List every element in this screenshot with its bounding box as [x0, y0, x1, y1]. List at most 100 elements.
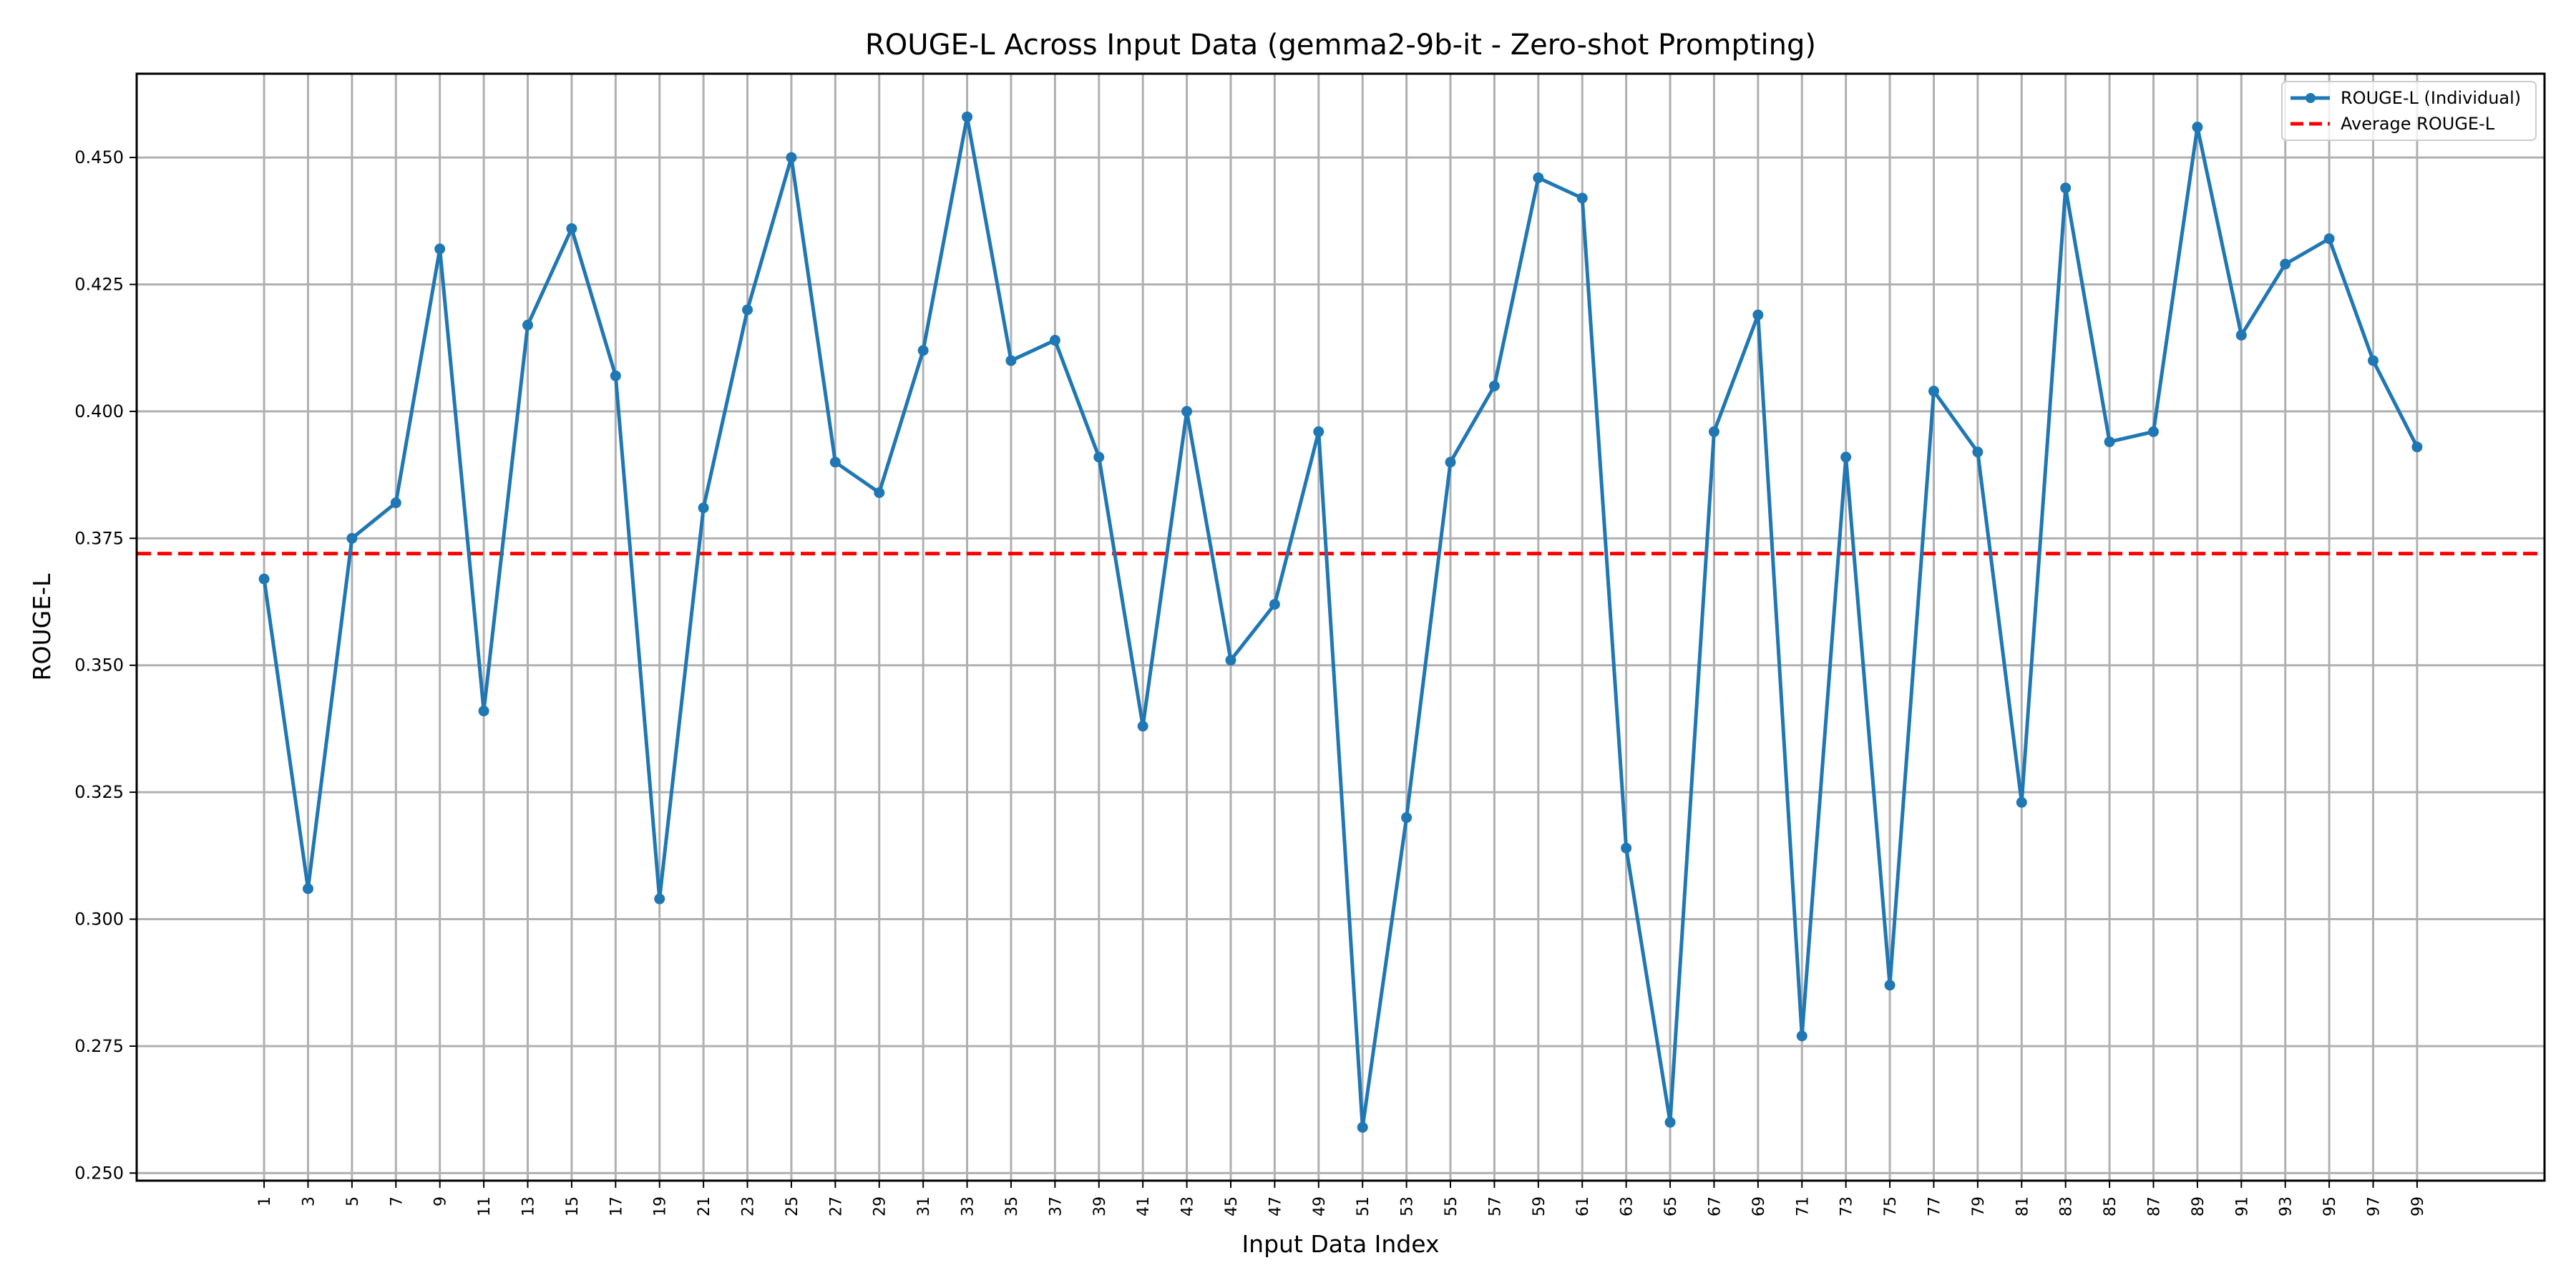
data-point: [390, 497, 401, 509]
x-tick-label: 91: [2233, 1196, 2251, 1216]
data-point: [1313, 426, 1324, 437]
x-tick-label: 1: [256, 1196, 274, 1206]
x-tick-label: 89: [2190, 1196, 2207, 1216]
y-tick-label: 0.350: [74, 655, 124, 675]
x-tick-label: 99: [2409, 1196, 2427, 1216]
data-point: [2368, 355, 2379, 366]
x-tick-label: 21: [696, 1196, 713, 1216]
data-point: [1269, 599, 1280, 610]
y-axis-ticks: 0.250 0.275 0.300 0.325 0.350 0.375 0.400 0.425…: [74, 147, 137, 1183]
x-tick-label: 19: [652, 1196, 670, 1216]
x-tick-label: 67: [1706, 1196, 1724, 1216]
y-tick-label: 0.450: [74, 147, 124, 167]
x-tick-label: 83: [2058, 1196, 2076, 1216]
data-point: [1533, 172, 1544, 183]
x-tick-label: 79: [1970, 1196, 1988, 1216]
x-tick-label: 95: [2321, 1196, 2339, 1216]
x-tick-label: 9: [432, 1196, 450, 1206]
data-point: [258, 573, 270, 585]
data-point: [654, 893, 665, 904]
x-tick-label: 97: [2366, 1196, 2384, 1216]
data-point: [1928, 386, 1939, 397]
data-point: [1840, 452, 1852, 463]
x-tick-label: 43: [1179, 1196, 1197, 1216]
x-tick-label: 37: [1047, 1196, 1065, 1216]
data-point: [1488, 380, 1500, 391]
data-point: [1093, 452, 1105, 463]
data-point: [1357, 1121, 1368, 1133]
x-tick-label: 73: [1838, 1196, 1856, 1216]
legend-series-label: ROUGE-L (Individual): [2341, 88, 2521, 108]
data-point: [610, 370, 621, 381]
x-tick-label: 87: [2145, 1196, 2163, 1216]
data-point: [1664, 1116, 1676, 1128]
y-tick-label: 0.425: [74, 274, 124, 294]
legend-average-label: Average ROUGE-L: [2341, 114, 2495, 134]
series-group: [258, 111, 2423, 1133]
x-tick-label: 11: [476, 1196, 494, 1216]
data-point: [962, 111, 973, 122]
x-tick-label: 17: [608, 1196, 625, 1216]
data-point: [2060, 182, 2072, 194]
data-point: [874, 487, 885, 498]
y-tick-label: 0.250: [74, 1163, 124, 1183]
x-tick-label: 29: [872, 1196, 889, 1216]
x-axis-label: Input Data Index: [1241, 1230, 1439, 1258]
data-point: [1884, 980, 1896, 991]
data-point: [1401, 812, 1413, 824]
data-point: [2192, 122, 2203, 133]
data-point: [698, 502, 709, 514]
data-point: [2411, 441, 2423, 453]
data-point: [917, 345, 929, 356]
data-point: [1181, 406, 1193, 417]
x-tick-label: 65: [1662, 1196, 1680, 1216]
x-tick-label: 63: [1619, 1196, 1636, 1216]
x-tick-label: 3: [300, 1196, 318, 1206]
data-point: [1621, 842, 1632, 854]
x-tick-label: 33: [960, 1196, 977, 1216]
y-tick-label: 0.375: [74, 528, 124, 548]
x-tick-label: 69: [1750, 1196, 1768, 1216]
x-tick-label: 5: [344, 1196, 362, 1206]
data-point: [566, 223, 577, 234]
legend-box: [2281, 81, 2537, 141]
legend: ROUGE-L (Individual) Average ROUGE-L: [2281, 81, 2537, 141]
x-tick-label: 61: [1574, 1196, 1592, 1216]
x-tick-label: 15: [564, 1196, 582, 1216]
x-tick-label: 55: [1443, 1196, 1460, 1216]
data-point: [1576, 192, 1588, 204]
x-tick-label: 47: [1267, 1196, 1284, 1216]
x-tick-label: 85: [2102, 1196, 2119, 1216]
y-tick-label: 0.275: [74, 1036, 124, 1056]
data-point: [2235, 329, 2247, 341]
data-point: [1752, 309, 1764, 321]
data-point: [1049, 335, 1060, 346]
x-tick-label: 57: [1486, 1196, 1504, 1216]
x-tick-label: 27: [827, 1196, 845, 1216]
data-point: [522, 319, 534, 331]
data-point: [1005, 355, 1017, 366]
y-tick-label: 0.400: [74, 401, 124, 421]
data-point: [434, 243, 446, 255]
x-tick-label: 81: [2014, 1196, 2031, 1216]
x-tick-label: 93: [2278, 1196, 2296, 1216]
data-point: [1225, 655, 1236, 666]
data-point: [2016, 796, 2027, 808]
x-tick-label: 45: [1223, 1196, 1241, 1216]
x-tick-label: 7: [388, 1196, 406, 1206]
data-point: [346, 532, 358, 544]
y-tick-label: 0.325: [74, 782, 124, 802]
series-line: [262, 114, 2419, 1129]
x-tick-label: 59: [1531, 1196, 1548, 1216]
x-tick-label: 35: [1003, 1196, 1021, 1216]
x-tick-label: 39: [1091, 1196, 1109, 1216]
grid: [137, 74, 2545, 1181]
plot-frame: [135, 72, 2546, 1182]
data-point: [829, 457, 841, 468]
x-tick-label: 49: [1311, 1196, 1329, 1216]
data-point: [2147, 426, 2159, 437]
x-tick-label: 31: [915, 1196, 933, 1216]
data-point: [478, 706, 489, 717]
